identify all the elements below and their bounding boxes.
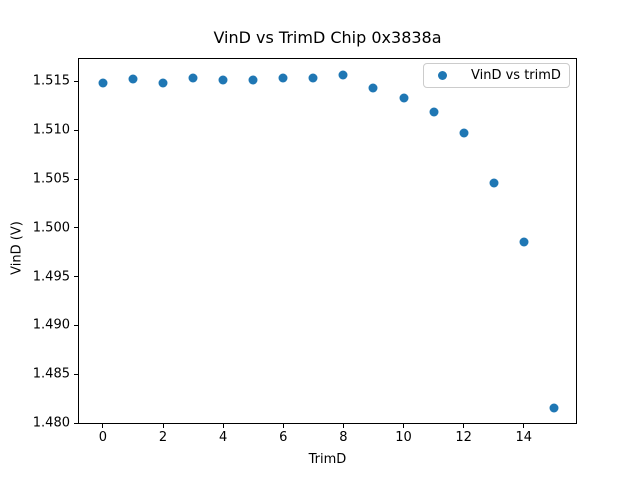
scatter-point [489,178,499,188]
scatter-point [368,83,378,93]
scatter-point [399,93,409,103]
plot-area [78,58,577,424]
scatter-point [338,70,348,80]
x-tick-label: 14 [515,430,533,445]
y-tick-label: 1.480 [32,415,70,431]
y-tick-mark [74,276,78,278]
scatter-point [128,74,138,84]
x-tick-mark [463,424,465,428]
y-tick-label: 1.485 [32,366,70,382]
scatter-point [98,78,108,88]
y-tick-label: 1.515 [32,73,70,89]
scatter-point [218,75,228,85]
x-tick-mark [403,424,405,428]
y-tick-label: 1.495 [32,269,70,285]
scatter-point [158,78,168,88]
x-tick-label: 4 [219,430,228,445]
chart-title: VinD vs TrimD Chip 0x3838a [213,28,442,47]
y-tick-mark [74,129,78,131]
legend-marker-icon [438,71,447,80]
x-tick-label: 0 [98,430,108,445]
x-axis-label: TrimD [308,452,347,467]
legend-label: VinD vs trimD [471,68,561,83]
y-tick-mark [74,422,78,424]
x-tick-label: 12 [455,430,472,445]
x-tick-mark [222,424,224,428]
scatter-point [549,403,559,413]
scatter-point [248,75,258,85]
y-tick-mark [74,178,78,180]
y-tick-mark [74,324,78,326]
y-tick-mark [74,80,78,82]
x-tick-mark [523,424,525,428]
y-tick-label: 1.500 [32,220,70,236]
x-tick-mark [162,424,164,428]
legend: VinD vs trimD [423,63,570,88]
scatter-point [519,237,529,247]
x-tick-label: 10 [395,430,412,445]
scatter-point [188,73,198,83]
x-tick-label: 6 [279,430,288,445]
y-tick-mark [74,227,78,229]
scatter-point [308,73,318,83]
x-tick-mark [342,424,344,428]
y-tick-label: 1.510 [32,122,70,138]
x-tick-label: 2 [158,430,168,445]
y-tick-mark [74,373,78,375]
x-tick-mark [282,424,284,428]
y-tick-label: 1.490 [32,317,70,333]
x-tick-mark [102,424,104,428]
y-axis-label: VinD (V) [9,221,25,275]
scatter-point [459,128,469,138]
y-tick-label: 1.505 [32,171,70,187]
scatter-point [278,73,288,83]
scatter-point [429,107,439,117]
x-tick-label: 8 [339,430,348,445]
